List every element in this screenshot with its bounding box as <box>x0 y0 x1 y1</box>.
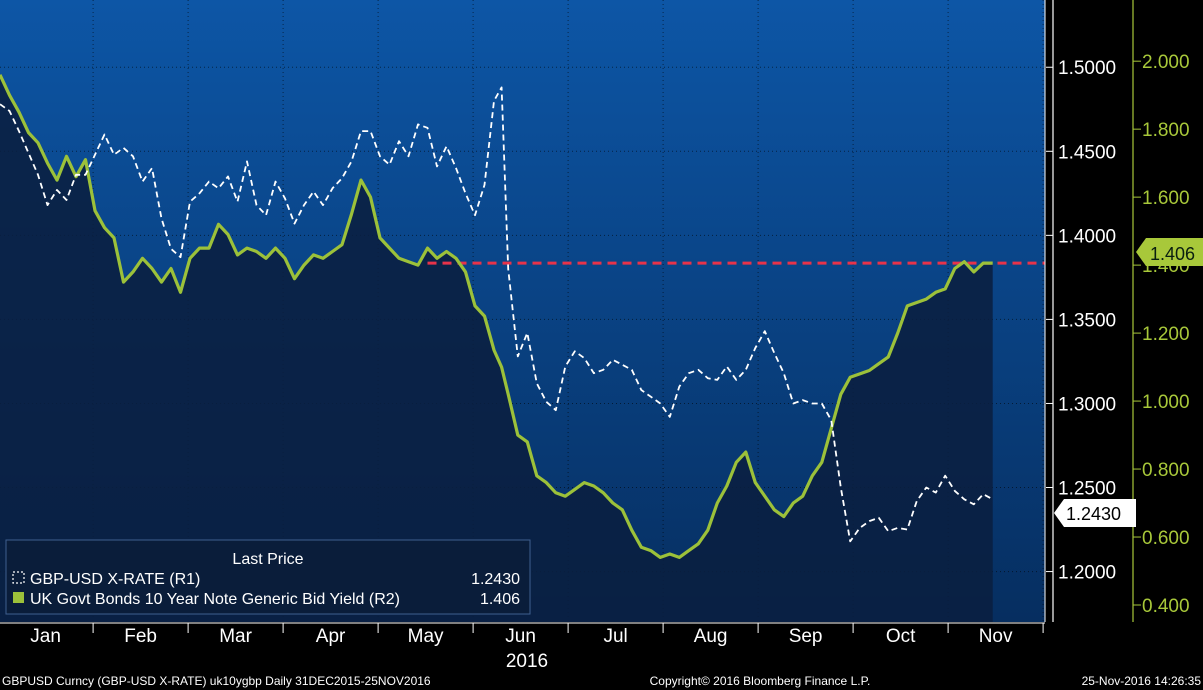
r2-tick-label-6: 0.800 <box>1142 460 1190 481</box>
r2-tick-label-1: 1.800 <box>1142 120 1190 141</box>
legend: Last Price GBP-USD X-RATE (R1) 1.2430 UK… <box>5 539 531 615</box>
yield-last-tag: 1.406 <box>1136 238 1203 266</box>
x-tick-label-aug: Aug <box>694 626 728 647</box>
x-tick-label-jan: Jan <box>30 626 61 647</box>
x-tick-label-oct: Oct <box>886 626 916 647</box>
legend-box <box>5 539 531 615</box>
x-tick-label-apr: Apr <box>316 626 346 647</box>
x-tick-label-mar: Mar <box>219 626 252 647</box>
gbpusd-area-fill <box>0 74 993 623</box>
r1-tick-label-2: 1.4000 <box>1058 226 1116 247</box>
r2-tick-label-5: 1.000 <box>1142 392 1190 413</box>
r2-tick-label-8: 0.400 <box>1142 596 1190 617</box>
footer-center: Copyright© 2016 Bloomberg Finance L.P. <box>650 674 871 688</box>
r1-tick-label-4: 1.3000 <box>1058 394 1116 415</box>
r1-tick-label-6: 1.2000 <box>1058 563 1116 584</box>
legend-label-yield: UK Govt Bonds 10 Year Note Generic Bid Y… <box>30 591 400 608</box>
footer-left: GBPUSD Curncy (GBP-USD X-RATE) uk10ygbp … <box>2 674 431 688</box>
r2-tick-label-7: 0.600 <box>1142 528 1190 549</box>
series-yield-line <box>0 74 993 559</box>
r1-tick-label-3: 1.3500 <box>1058 310 1116 331</box>
r2-axis-ticks: 2.0001.8001.6001.4001.2001.0000.8000.600… <box>1133 52 1190 617</box>
x-tick-label-sep: Sep <box>789 626 823 647</box>
footer-band <box>0 670 1203 690</box>
r2-tick-label-0: 2.000 <box>1142 52 1190 73</box>
series-gbpusd-line <box>0 86 994 543</box>
x-tick-label-jul: Jul <box>603 626 627 647</box>
legend-value-gbpusd: 1.2430 <box>471 571 520 588</box>
x-tick-label-feb: Feb <box>124 626 157 647</box>
r2-tick-label-4: 1.200 <box>1142 324 1190 345</box>
r1-tick-label-1: 1.4500 <box>1058 142 1116 163</box>
x-axis-band <box>0 622 1203 670</box>
yield-last-tag-text: 1.406 <box>1150 244 1195 264</box>
gbpusd-last-tag-text: 1.2430 <box>1066 504 1121 524</box>
r1-tick-label-0: 1.5000 <box>1058 58 1116 79</box>
legend-value-yield: 1.406 <box>480 591 520 608</box>
footer-right: 25-Nov-2016 14:26:35 <box>1082 674 1202 688</box>
gbpusd-last-tag: 1.2430 <box>1054 499 1136 527</box>
x-tick-label-may: May <box>408 626 444 647</box>
r1-axis-ticks: 1.5000 1.4500 1.4000 1.3500 1.3000 1.2500 1.20… <box>1046 58 1116 584</box>
legend-header: Last Price <box>232 551 303 568</box>
legend-swatch-gbpusd <box>12 571 25 584</box>
legend-label-gbpusd: GBP-USD X-RATE (R1) <box>30 571 200 588</box>
legend-swatch-yield <box>13 592 24 603</box>
x-tick-label-nov: Nov <box>979 626 1013 647</box>
x-tick-label-jun: Jun <box>505 626 536 647</box>
r1-tick-label-5: 1.2500 <box>1058 479 1116 500</box>
year-label: 2016 <box>506 651 548 672</box>
x-axis-ticks: Jan Feb Mar Apr May Jun Jul Aug Sep Oct Nov <box>30 623 1044 647</box>
r2-tick-label-2: 1.600 <box>1142 188 1190 209</box>
